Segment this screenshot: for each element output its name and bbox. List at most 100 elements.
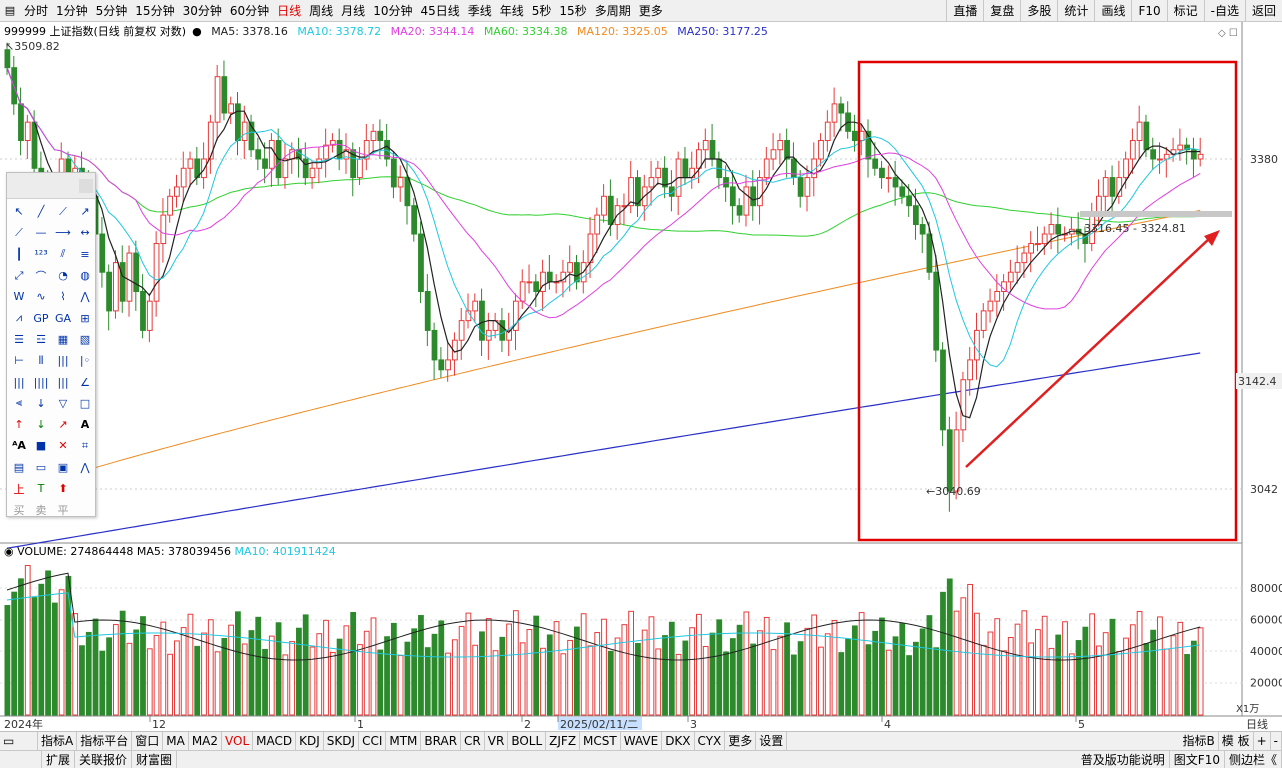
toolbar-button[interactable]: F10 [1131, 0, 1166, 22]
timeframe-tab[interactable]: 年线 [499, 3, 524, 18]
timeframe-tab[interactable]: 月线 [341, 3, 366, 18]
toolbar-button[interactable]: 直播 [946, 0, 983, 22]
fib-ext-icon[interactable]: ☲ [36, 332, 46, 346]
chart-area[interactable]: 3316.45 - 3324.81←3040.69↖3509.823380314… [0, 0, 1282, 731]
arrow-mark-icon[interactable]: ↗ [58, 418, 68, 432]
timeframe-tab[interactable]: 日线 [277, 3, 302, 18]
timeframe-tab[interactable]: 60分钟 [229, 3, 270, 18]
toolbar-button[interactable]: 多股 [1020, 0, 1057, 22]
timeframe-tab[interactable]: 5分钟 [95, 3, 128, 18]
timeframe-tab[interactable]: 季线 [467, 3, 492, 18]
indicator-tab[interactable]: 指标A [38, 731, 78, 751]
gann-angle-icon[interactable]: GA [54, 311, 72, 325]
toolbar-button[interactable]: -自选 [1203, 0, 1245, 22]
timeframe-tab[interactable]: 多周期 [594, 3, 631, 18]
vbars3-icon[interactable]: ||| [57, 375, 69, 389]
indicator-tab[interactable]: WAVE [621, 731, 663, 751]
toolbar-button[interactable]: 统计 [1057, 0, 1094, 22]
indicator-tab[interactable]: BOLL [508, 731, 547, 751]
image-icon[interactable]: ▣ [57, 460, 69, 474]
indicator-tab[interactable]: KDJ [296, 731, 324, 751]
gann-box-icon[interactable]: ⊞ [80, 311, 90, 325]
arc-icon[interactable]: ⌒ [35, 269, 47, 283]
vbars-icon[interactable]: ||| [13, 375, 25, 389]
timeframe-tab[interactable]: 周线 [309, 3, 334, 18]
ray-icon[interactable]: ⟋ [59, 204, 67, 218]
wave-w-icon[interactable]: W [13, 290, 25, 304]
timeframe-tab[interactable]: 更多 [638, 3, 663, 18]
timeframe-tab[interactable]: 15秒 [559, 3, 587, 18]
circle-icon[interactable]: ◔ [58, 269, 68, 283]
indicator-tab[interactable]: CR [461, 731, 485, 751]
triangle-icon[interactable]: ▽ [58, 396, 68, 410]
segment-icon[interactable]: ⟋ [15, 225, 23, 239]
down-arrow-icon[interactable]: ↓ [36, 396, 46, 410]
magnet-icon[interactable]: ⌗ [81, 438, 89, 452]
status-left-icon[interactable] [0, 750, 42, 768]
timeframe-tab[interactable]: 分时 [24, 3, 49, 18]
indicator-tab[interactable]: 指标平台 [77, 731, 133, 751]
time-zone-icon[interactable]: ||| [57, 354, 69, 368]
buy-mark-icon[interactable]: 上 [13, 482, 25, 496]
status-tab[interactable]: 关联报价 [75, 750, 133, 768]
up-mark-icon[interactable]: ↑ [14, 418, 24, 432]
indicator-tab[interactable]: CYX [695, 731, 726, 751]
fib-time-icon[interactable]: ⦀ [38, 353, 44, 367]
indicator-right-button[interactable]: + [1254, 732, 1271, 751]
delete-icon[interactable]: ✕ [58, 439, 68, 453]
indicator-toggle-icon[interactable]: ▭ [0, 731, 38, 751]
zigzag-icon[interactable]: ⌇ [60, 290, 66, 304]
status-link[interactable]: 侧边栏《 [1225, 751, 1282, 768]
gann-fan-icon[interactable]: GP [33, 311, 49, 325]
indicator-tab[interactable]: CCI [359, 731, 387, 751]
fib-retrace-icon[interactable]: ☰ [14, 332, 24, 346]
trend-icon[interactable]: ⤢ [14, 268, 24, 282]
hline-icon[interactable]: — [35, 226, 47, 240]
angle-icon[interactable]: ∠ [80, 375, 90, 389]
indicator-tab[interactable]: 更多 [725, 731, 757, 751]
text-style-icon[interactable]: ᴬA [12, 439, 26, 453]
vbars2-icon[interactable]: |||| [33, 375, 49, 389]
line-icon[interactable]: ╱ [37, 205, 45, 219]
timeframe-tab[interactable]: 1分钟 [56, 3, 88, 18]
indicator-tab[interactable]: MCST [580, 731, 621, 751]
timeframe-tab[interactable]: 30分钟 [182, 3, 222, 18]
fan-icon[interactable]: ⩘ [15, 311, 23, 325]
fan2-icon[interactable]: ⫷ [15, 396, 23, 410]
speed-line-icon[interactable]: ▦ [57, 332, 69, 346]
peak-icon[interactable]: ⋀ [80, 290, 90, 304]
indicator-tab[interactable]: SKDJ [324, 731, 360, 751]
indicator-tab[interactable]: ZJFZ [546, 731, 581, 751]
toolbox-close-icon[interactable] [79, 179, 93, 193]
status-tab[interactable]: 扩展 [42, 750, 76, 768]
rect-icon[interactable]: □ [79, 396, 91, 410]
arrow-line-icon[interactable]: ↗ [80, 205, 90, 219]
timeframe-tab[interactable]: 15分钟 [135, 3, 175, 18]
trade-mark-1[interactable]: 卖 [35, 503, 47, 517]
fill-icon[interactable]: ■ [35, 439, 47, 453]
timeframe-tab[interactable]: 10分钟 [373, 3, 413, 18]
indicator-tab[interactable]: MA [163, 731, 189, 751]
down-mark-icon[interactable]: ↓ [36, 418, 46, 432]
rocket-icon[interactable]: ⬆ [58, 482, 68, 495]
cycle-icon[interactable]: ⊢ [14, 354, 24, 368]
note-icon[interactable]: ▤ [13, 460, 25, 474]
extend-line-icon[interactable]: ↔ [80, 226, 90, 240]
t-mark-icon[interactable]: T [37, 482, 45, 495]
hray-icon[interactable]: ⟶ [55, 226, 71, 240]
menu-icon[interactable]: ▤ [4, 4, 16, 17]
indicator-right-button[interactable]: - [1271, 732, 1282, 751]
indicator-tab[interactable]: DKX [662, 731, 695, 751]
toolbar-button[interactable]: 画线 [1094, 0, 1131, 22]
status-link[interactable]: 图文F10 [1170, 751, 1225, 768]
status-link[interactable]: 普及版功能说明 [1077, 751, 1170, 768]
status-tab[interactable]: 财富圈 [132, 750, 178, 768]
bar-icon[interactable]: ▭ [35, 460, 47, 474]
period-icon[interactable]: |◦ [79, 354, 91, 368]
timeframe-tab[interactable]: 5秒 [531, 3, 552, 18]
timeframe-tab[interactable]: 45日线 [420, 3, 460, 18]
indicator-tab[interactable]: MTM [386, 731, 422, 751]
toolbox-header[interactable] [7, 173, 95, 199]
trade-mark-0[interactable]: 买 [13, 503, 25, 517]
indicator-tab[interactable]: MA2 [189, 731, 223, 751]
